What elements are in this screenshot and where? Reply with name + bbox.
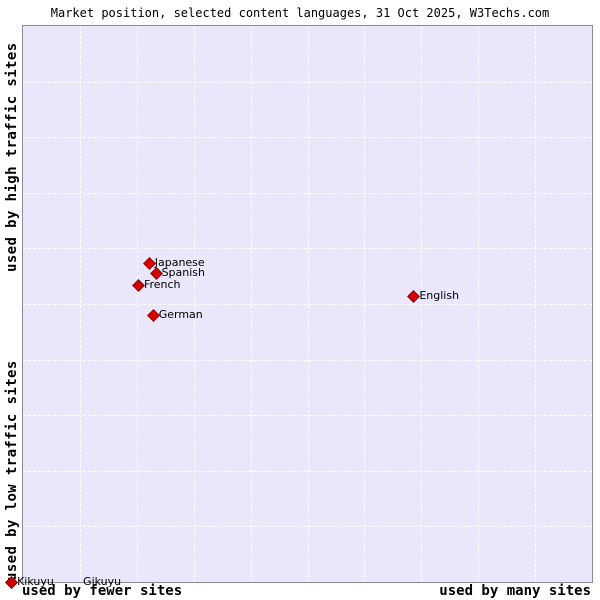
chart-point-label-japanese: Japanese: [154, 256, 205, 270]
chart-point-label-gikuyu: Gikuyu: [83, 575, 122, 588]
gridline-horizontal: [23, 526, 592, 528]
chart-title: Market position, selected content langua…: [50, 6, 550, 20]
gridline-vertical: [535, 26, 537, 582]
gridline-horizontal: [23, 304, 592, 305]
gridline-vertical: [136, 26, 138, 582]
chart-point-label-english: English: [419, 289, 460, 303]
gridline-horizontal: [23, 359, 592, 361]
gridline-horizontal: [23, 192, 592, 194]
chart-point-label-spanish: Spanish: [161, 266, 205, 280]
gridline-vertical: [193, 26, 195, 582]
gridline-horizontal: [23, 415, 592, 417]
gridline-vertical: [307, 26, 309, 582]
gridline-vertical: [79, 26, 81, 582]
plot-area: Japanese Spanish French German English Kikuyu…: [5, 25, 593, 589]
chart-point-french: [132, 278, 145, 292]
y-axis-top-label: used by high traffic sites: [4, 42, 20, 272]
chart-point-label-french: French: [143, 277, 181, 291]
gridline-vertical: [250, 26, 252, 582]
gridline-horizontal: [23, 470, 592, 472]
gridline-vertical: [364, 26, 366, 582]
gridline-horizontal: [23, 137, 592, 139]
gridline-vertical: [478, 26, 480, 582]
y-axis-bottom-label: used by low traffic sites: [4, 360, 20, 581]
x-axis-left-label: used by fewer sites: [22, 583, 183, 599]
chart-point-label-kikuyu: Kikuyu: [17, 575, 54, 588]
gridline-horizontal: [23, 81, 592, 83]
gridline-vertical: [421, 26, 423, 582]
chart-point-german: [146, 308, 160, 322]
gridline-horizontal: [23, 248, 592, 250]
x-axis-right-label: used by many sites: [439, 583, 591, 599]
chart-point-english: [407, 290, 421, 304]
chart-point-label-german: German: [158, 307, 203, 321]
